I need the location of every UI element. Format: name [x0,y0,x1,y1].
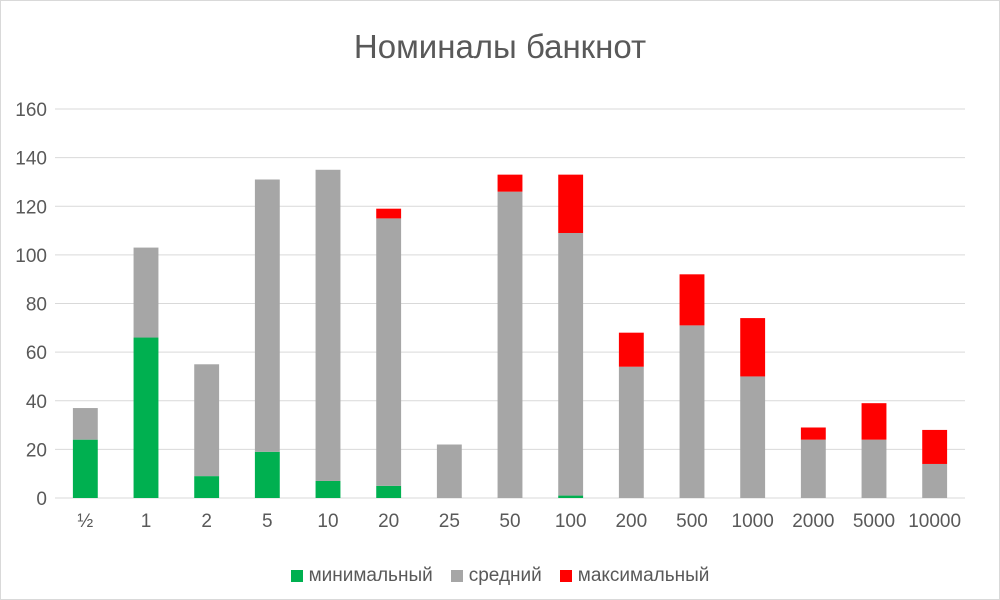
bar-segment-0-5 [376,485,402,498]
bar-segment-1-0 [72,408,98,440]
legend-item: минимальный [290,565,433,587]
x-tick-label: 2 [201,511,212,532]
x-tick-label: 5000 [853,511,895,532]
y-tick-label: 160 [15,100,47,121]
bar-segment-1-13 [861,439,887,498]
bar-segment-1-7 [497,191,523,498]
bar-segment-2-7 [497,174,523,192]
bar-segment-0-1 [133,337,159,498]
x-tick-label: 100 [555,511,587,532]
bar-segment-2-13 [861,403,887,440]
x-tick-label: 25 [439,511,460,532]
x-tick-label: 200 [615,511,647,532]
bars [72,169,948,498]
bar-segment-1-2 [194,364,220,477]
x-tick-label: 50 [499,511,520,532]
legend-swatch [450,570,463,582]
bar-segment-0-0 [72,439,98,498]
x-tick-label: 2000 [792,511,834,532]
x-tick-label: 5 [262,511,273,532]
bar-segment-2-14 [922,429,948,464]
bar-segment-1-14 [922,463,948,498]
bar-segment-1-6 [436,444,462,498]
x-tick-label: 1000 [732,511,774,532]
bar-segment-1-3 [254,179,280,452]
y-tick-label: 100 [15,246,47,267]
y-tick-label: 60 [26,343,47,364]
bar-segment-1-10 [679,325,705,498]
x-tick-label: ½ [77,511,93,532]
bar-segment-2-12 [800,427,826,440]
legend-swatch [290,570,303,582]
bar-segment-1-5 [376,218,402,486]
bar-segment-1-12 [800,439,826,498]
bar-segment-2-9 [618,332,644,367]
legend: минимальный средний максимальный [0,565,1000,587]
y-tick-label: 0 [36,489,47,510]
x-tick-label: 10000 [908,511,961,532]
legend-swatch [559,570,572,582]
legend-label: минимальный [308,565,433,586]
y-tick-label: 40 [26,392,47,413]
bar-segment-2-10 [679,274,705,326]
y-tick-label: 140 [15,149,47,170]
x-axis-ticks: ½ 1 2 5 10 20 25 50 100 200 500 1000 2000 5000 10000 [77,511,961,532]
bar-segment-1-1 [133,247,159,338]
bar-segment-2-5 [376,208,402,219]
x-tick-label: 1 [141,511,152,532]
legend-label: средний [468,565,542,586]
legend-item: средний [450,565,542,587]
bar-segment-0-2 [194,476,220,498]
bar-segment-1-9 [618,366,644,498]
legend-label: максимальный [577,565,710,586]
legend-item: максимальный [559,565,710,587]
bar-segment-1-4 [315,169,341,481]
bar-segment-2-8 [558,174,584,233]
y-tick-label: 80 [26,295,47,316]
x-tick-label: 20 [378,511,399,532]
bar-segment-2-11 [740,318,766,377]
bar-segment-1-11 [740,376,766,498]
bar-segment-0-8 [558,495,584,498]
x-tick-label: 10 [317,511,338,532]
y-axis-ticks: 0 20 40 60 80 100 120 140 160 [15,100,47,510]
bar-segment-0-4 [315,480,341,498]
x-tick-label: 500 [676,511,708,532]
y-tick-label: 20 [26,440,47,461]
chart-title: Номиналы банкнот [353,28,647,65]
bar-segment-1-8 [558,232,584,496]
bar-segment-0-3 [254,451,280,498]
y-tick-label: 120 [15,197,47,218]
